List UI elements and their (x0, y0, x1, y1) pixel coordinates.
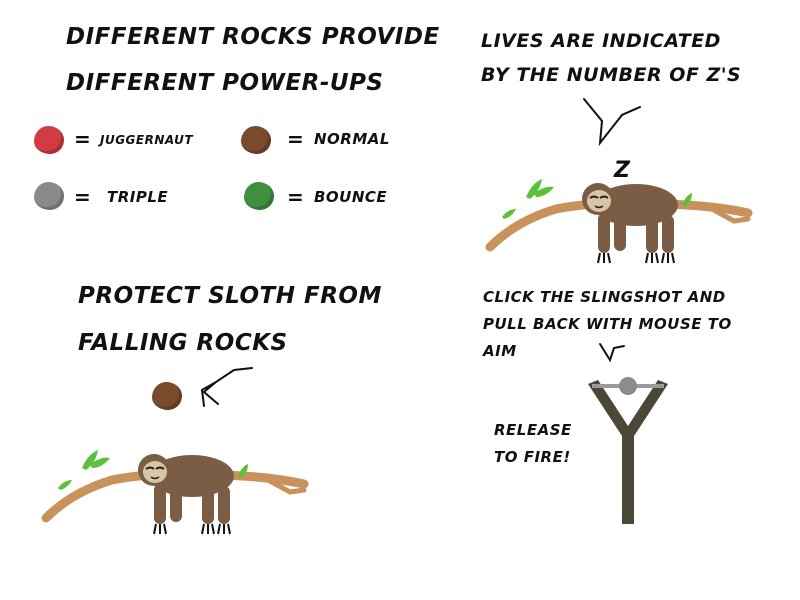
arrow-icon (583, 98, 641, 147)
triple-label: TRIPLE (107, 188, 169, 206)
equals-sign: = (74, 185, 91, 209)
lives-text-line1: LIVES ARE INDICATED (481, 30, 721, 52)
sloth-on-branch-illustration (485, 179, 753, 264)
slingshot-icon[interactable] (578, 370, 678, 530)
powerups-title-line2: DIFFERENT POWER-UPS (66, 70, 384, 96)
z-life-marker: Z (614, 158, 631, 183)
normal-rock-icon (241, 126, 271, 154)
slingshot-text-line2: PULL BACK WITH MOUSE TO (483, 315, 732, 333)
falling-rock-icon (152, 382, 182, 410)
juggernaut-rock-icon (34, 126, 64, 154)
slingshot-text-line1: CLICK THE SLINGSHOT AND (483, 288, 726, 306)
sloth-on-branch-illustration (41, 450, 309, 535)
protect-text-line2: FALLING ROCKS (78, 330, 288, 356)
release-text-line2: TO FIRE! (494, 448, 571, 466)
triple-rock-icon (34, 182, 64, 210)
arrow-icon (599, 343, 625, 363)
release-text-line1: RELEASE (494, 421, 572, 439)
bounce-label: BOUNCE (314, 188, 388, 206)
slingshot-text-line3: AIM (483, 342, 517, 360)
powerups-title-line1: DIFFERENT ROCKS PROVIDE (66, 24, 440, 50)
equals-sign: = (287, 185, 304, 209)
equals-sign: = (74, 127, 91, 151)
arrow-icon (200, 367, 253, 407)
juggernaut-label: JUGGERNAUT (100, 133, 194, 147)
equals-sign: = (287, 127, 304, 151)
protect-text-line1: PROTECT SLOTH FROM (78, 283, 382, 309)
bounce-rock-icon (244, 182, 274, 210)
lives-text-line2: BY THE NUMBER OF Z'S (481, 64, 742, 86)
normal-label: NORMAL (314, 130, 390, 148)
